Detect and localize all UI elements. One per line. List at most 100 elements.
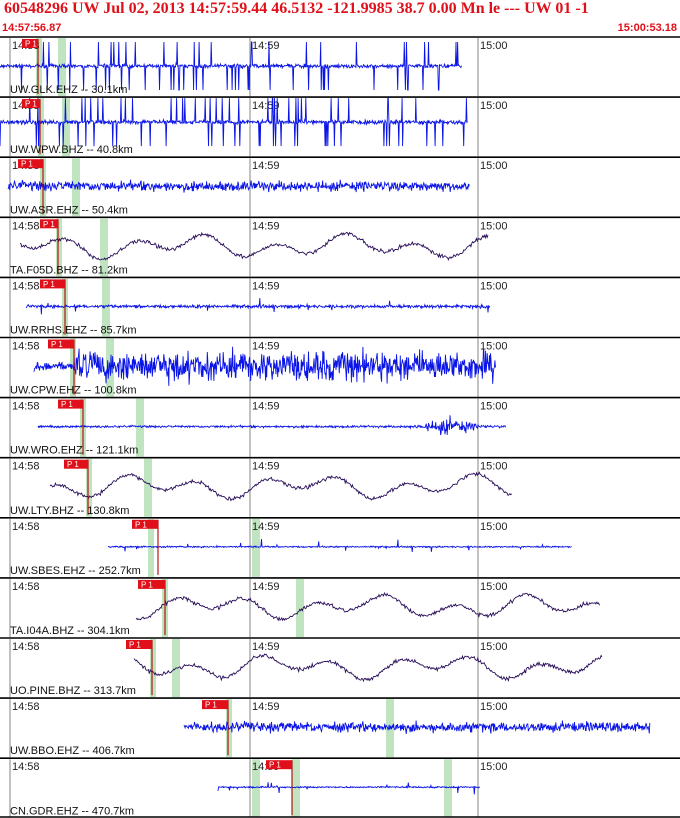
trace-panel: 14:58 14:59 15:00 P 1 UW.BBO.EHZ -- 406.7km: [0, 697, 680, 758]
station-label: UW.BBO.EHZ -- 406.7km: [10, 745, 135, 757]
station-label: UO.PINE.BHZ -- 313.7km: [10, 685, 136, 697]
waveform: [33, 346, 496, 386]
trace-panel: 14:58 14:59 15:00 P 1 UW.WRO.EHZ -- 121.1km: [0, 396, 680, 457]
pick-window: [292, 759, 300, 818]
trace-panel: 14:58 14:59 15:00 P 1 TA.I04A.BHZ -- 304.1km: [0, 577, 680, 637]
station-label: UW.SBES.EHZ -- 252.7km: [10, 565, 141, 577]
waveform: [25, 298, 491, 315]
pick-window: [252, 518, 260, 577]
pick-flag: [138, 579, 165, 589]
time-label: 15:00: [480, 581, 508, 593]
pick-window: [102, 278, 110, 337]
pick-window: [136, 398, 144, 457]
pick-window: [100, 218, 108, 277]
pick-flag: [18, 159, 43, 169]
station-label: UW.WPW.BHZ -- 40.8km: [10, 144, 133, 156]
pick-window: [36, 38, 42, 97]
time-label: 14:58: [12, 401, 40, 413]
time-label: 15:00: [480, 761, 508, 773]
pick-flag: [64, 459, 88, 469]
event-title: 60548296 UW Jul 02, 2013 14:57:59.44 46.…: [4, 0, 589, 17]
waveform: [7, 179, 470, 193]
time-label: 15:00: [480, 280, 508, 292]
time-label: 14:59: [252, 280, 280, 292]
time-label: 14:58: [12, 461, 40, 473]
time-label: 14:59: [252, 100, 280, 112]
pick-flag: [22, 99, 40, 109]
time-label: 15:00: [480, 521, 508, 533]
header: 60548296 UW Jul 02, 2013 14:57:59.44 46.…: [0, 0, 680, 36]
pick-label: P 1: [269, 761, 281, 770]
time-label: 14:59: [252, 521, 280, 533]
pick-window: [56, 218, 62, 277]
station-label: UW.LTY.BHZ -- 130.8km: [10, 505, 129, 517]
pick-label: P 1: [205, 701, 217, 710]
station-label: TA.I04A.BHZ -- 304.1km: [10, 625, 130, 637]
pick-label: P 1: [61, 400, 73, 409]
waveform: [37, 415, 506, 436]
station-label: UW.ASR.EHZ -- 50.4km: [10, 204, 128, 216]
waveform: [133, 653, 603, 683]
time-label: 15:00: [480, 220, 508, 232]
station-label: CN.GDR.EHZ -- 470.7km: [10, 805, 134, 817]
pick-flag: [266, 760, 292, 770]
pick-window: [144, 458, 152, 517]
time-label: 14:58: [12, 761, 40, 773]
pick-window: [148, 518, 154, 577]
waveform: [135, 592, 600, 622]
pick-label: P 1: [25, 100, 37, 109]
pick-label: P 1: [43, 280, 55, 289]
time-label: 15:00: [480, 701, 508, 713]
pick-label: P 1: [129, 641, 141, 650]
time-label: 15:00: [480, 160, 508, 172]
trace-panel: 14:58 14:59 15:00 P 1 UW.LTY.BHZ -- 130.8km: [0, 456, 680, 517]
time-label: 14:59: [252, 40, 280, 52]
time-label: 14:58: [12, 220, 40, 232]
time-label: 15:00: [480, 341, 508, 353]
trace-panel: 14:58 14:59 15:00P 1CN.GDR.EHZ -- 470.7km: [0, 757, 680, 818]
trace-panel: 14:58 14:59 15:00 P 1 UO.PINE.BHZ -- 313.7km: [0, 637, 680, 698]
pick-flag: [126, 640, 152, 649]
station-label: UW.WRO.EHZ -- 121.1km: [10, 445, 138, 457]
pick-window: [444, 759, 452, 818]
pick-label: P 1: [67, 460, 79, 469]
pick-label: P 1: [51, 340, 63, 349]
pick-label: P 1: [21, 160, 33, 169]
pick-flag: [48, 339, 74, 349]
time-label: 14:59: [252, 220, 280, 232]
trace-panel: 14:58 14:59 15:00 P 1 UW.SBES.EHZ -- 252.7km: [0, 516, 680, 577]
pick-label: P 1: [25, 40, 37, 49]
station-label: UW.CPW.EHZ -- 100.8km: [10, 385, 137, 397]
pick-flag: [40, 279, 65, 289]
start-time: 14:57:56.87: [2, 22, 62, 34]
trace-panel: 14:58 14:59 15:00 P 1 TA.F05D.BHZ -- 81.2km: [0, 216, 680, 277]
pick-flag: [132, 519, 158, 529]
time-label: 14:58: [12, 521, 40, 533]
time-label: 14:59: [252, 401, 280, 413]
pick-flag: [22, 39, 38, 48]
time-label: 15:00: [480, 401, 508, 413]
time-label: 14:58: [12, 701, 40, 713]
pick-window: [86, 458, 92, 517]
pick-flag: [58, 399, 83, 409]
pick-window: [252, 759, 260, 818]
pick-window: [150, 639, 156, 698]
pick-label: P 1: [43, 220, 55, 229]
pick-window: [72, 158, 80, 217]
time-label: 14:58: [12, 341, 40, 353]
time-label: 14:59: [252, 461, 280, 473]
time-label: 14:59: [252, 581, 280, 593]
station-label: UW.RRHS.EHZ -- 85.7km: [10, 325, 137, 337]
station-label: UW.GLK.EHZ -- 30.1km: [10, 84, 127, 96]
time-label: 14:58: [12, 641, 40, 653]
waveform: [107, 538, 572, 553]
pick-window: [38, 98, 44, 157]
waveform: [183, 720, 651, 734]
pick-window: [58, 38, 66, 97]
trace-panel: 14:58 14:59 15:00 P 1 UW.RRHS.EHZ -- 85.7km: [0, 276, 680, 337]
time-label: 14:59: [252, 341, 280, 353]
seismogram-plot: 14:58 14:59 15:00 P 1 UW.GLK.EHZ -- 30.1km 14…: [0, 36, 680, 818]
waveform: [0, 97, 468, 147]
